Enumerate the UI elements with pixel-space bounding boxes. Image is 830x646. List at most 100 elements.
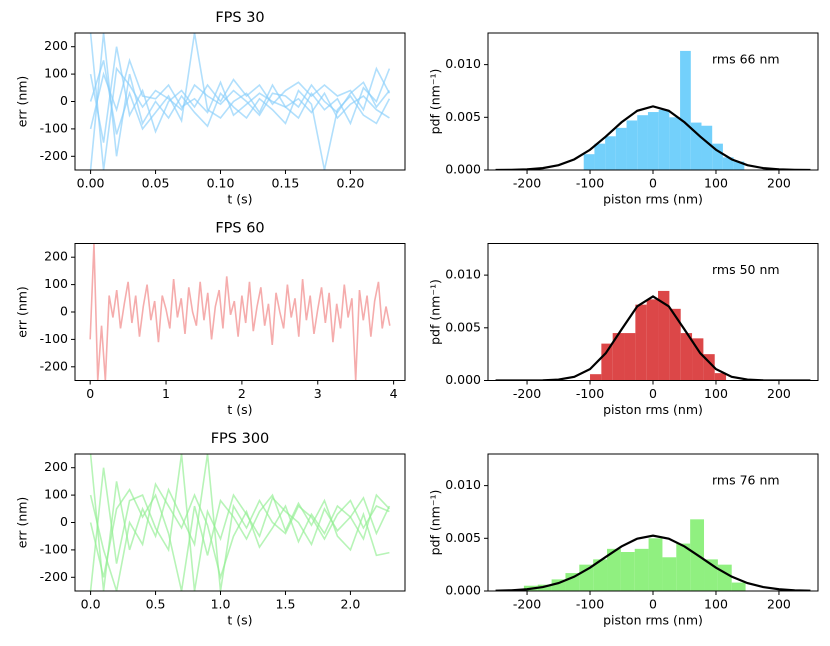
y-tick-label: 0.000 [445, 162, 481, 177]
hist-bar [637, 115, 648, 170]
x-tick-label: 0 [649, 176, 657, 191]
x-tick-label: 0.20 [337, 176, 365, 191]
x-tick-label: 0.10 [207, 176, 235, 191]
line-series [89, 454, 390, 591]
y-axis-label: pdf (nm⁻¹) [428, 490, 443, 556]
hist-bar [646, 299, 659, 381]
x-tick-label: 1.5 [276, 597, 296, 612]
chart-title: FPS 30 [215, 10, 264, 26]
x-tick-label: 0 [86, 386, 94, 401]
x-tick-label: -100 [576, 386, 604, 401]
hist-bar [658, 109, 670, 170]
y-axis-label: pdf (nm⁻¹) [428, 69, 443, 135]
hist-bar [676, 543, 691, 591]
hist-bar [722, 157, 734, 170]
y-tick-label: 0.005 [445, 530, 481, 545]
annotation: rms 50 nm [712, 262, 780, 277]
line-series [89, 33, 391, 170]
y-tick-label: 0.010 [445, 477, 481, 492]
x-tick-label: 100 [704, 597, 728, 612]
x-tick-label: -200 [513, 386, 541, 401]
plot-area [495, 519, 811, 591]
x-tick-label: -200 [513, 597, 541, 612]
hist-bar [731, 582, 746, 591]
x-tick-label: 1.0 [211, 597, 231, 612]
hist-bar [537, 584, 552, 591]
chart-title: FPS 300 [211, 431, 270, 447]
line-series [89, 454, 391, 591]
y-axis-label: err (nm) [15, 497, 30, 549]
line-series [89, 33, 390, 135]
annotation: rms 76 nm [712, 473, 780, 488]
line-series [89, 46, 391, 143]
x-tick-label: 0 [649, 597, 657, 612]
x-tick-label: 1 [162, 386, 170, 401]
hist-bar [593, 559, 608, 591]
x-axis-label: piston rms (nm) [603, 192, 703, 207]
x-tick-label: 2.0 [340, 597, 360, 612]
hist-bar [669, 308, 681, 381]
y-tick-label: 200 [44, 38, 68, 53]
y-tick-label: 0 [60, 304, 68, 319]
hist-bar [662, 557, 677, 591]
y-tick-label: 100 [44, 487, 68, 502]
y-tick-label: 0.000 [445, 372, 481, 387]
line-series [89, 488, 390, 591]
hist-bar [551, 579, 566, 591]
x-tick-label: -200 [513, 176, 541, 191]
hist-bar [565, 573, 580, 591]
hist-bar [648, 538, 663, 591]
x-tick-label: 200 [767, 176, 791, 191]
y-tick-label: 0.005 [445, 109, 481, 124]
hist-bar [634, 548, 649, 591]
y-tick-label: 0.000 [445, 583, 481, 598]
hist-bar [583, 154, 595, 170]
x-tick-label: 0.05 [142, 176, 170, 191]
hist-bar [607, 548, 621, 591]
line-series [89, 481, 390, 591]
plot-area [89, 243, 391, 381]
y-tick-label: 0.010 [445, 56, 481, 71]
y-axis-label: pdf (nm⁻¹) [428, 279, 443, 345]
x-tick-label: -100 [576, 176, 604, 191]
hist-bar [669, 117, 681, 170]
x-axis-label: piston rms (nm) [603, 613, 703, 628]
plot-area [89, 454, 391, 591]
hist-bar [712, 143, 723, 170]
annotation: rms 66 nm [712, 52, 780, 67]
x-axis-label: t (s) [227, 192, 252, 207]
y-axis-label: err (nm) [15, 76, 30, 128]
hist-bar [701, 125, 713, 170]
x-tick-label: 0.00 [77, 176, 105, 191]
x-tick-label: 0.5 [146, 597, 166, 612]
hist-bar [680, 333, 693, 381]
hist-bar [626, 120, 638, 170]
hist-bar [594, 143, 606, 170]
x-tick-label: -100 [576, 597, 604, 612]
y-tick-label: 0 [60, 514, 68, 529]
x-tick-label: 100 [704, 176, 728, 191]
y-tick-label: 0.010 [445, 267, 481, 282]
hist-bar [680, 50, 691, 170]
x-tick-label: 200 [767, 386, 791, 401]
y-tick-label: 200 [44, 459, 68, 474]
fit-curve [495, 534, 811, 591]
y-tick-label: 0 [60, 93, 68, 108]
chart-title: FPS 60 [215, 221, 264, 237]
hist-bar [624, 333, 636, 381]
hist-bar [733, 161, 745, 170]
y-tick-label: -100 [40, 331, 68, 346]
x-tick-label: 0.15 [272, 176, 300, 191]
x-tick-label: 0.0 [81, 597, 101, 612]
fit-curve [495, 105, 811, 170]
y-tick-label: 100 [44, 276, 68, 291]
y-tick-label: -200 [40, 148, 68, 163]
y-tick-label: -200 [40, 358, 68, 373]
hist-bar [601, 343, 613, 381]
y-tick-label: -100 [40, 541, 68, 556]
hist-bar [612, 333, 625, 381]
line-series [89, 243, 391, 381]
x-axis-label: t (s) [227, 402, 252, 417]
hist-bar [714, 373, 727, 381]
hist-bar [692, 338, 704, 381]
